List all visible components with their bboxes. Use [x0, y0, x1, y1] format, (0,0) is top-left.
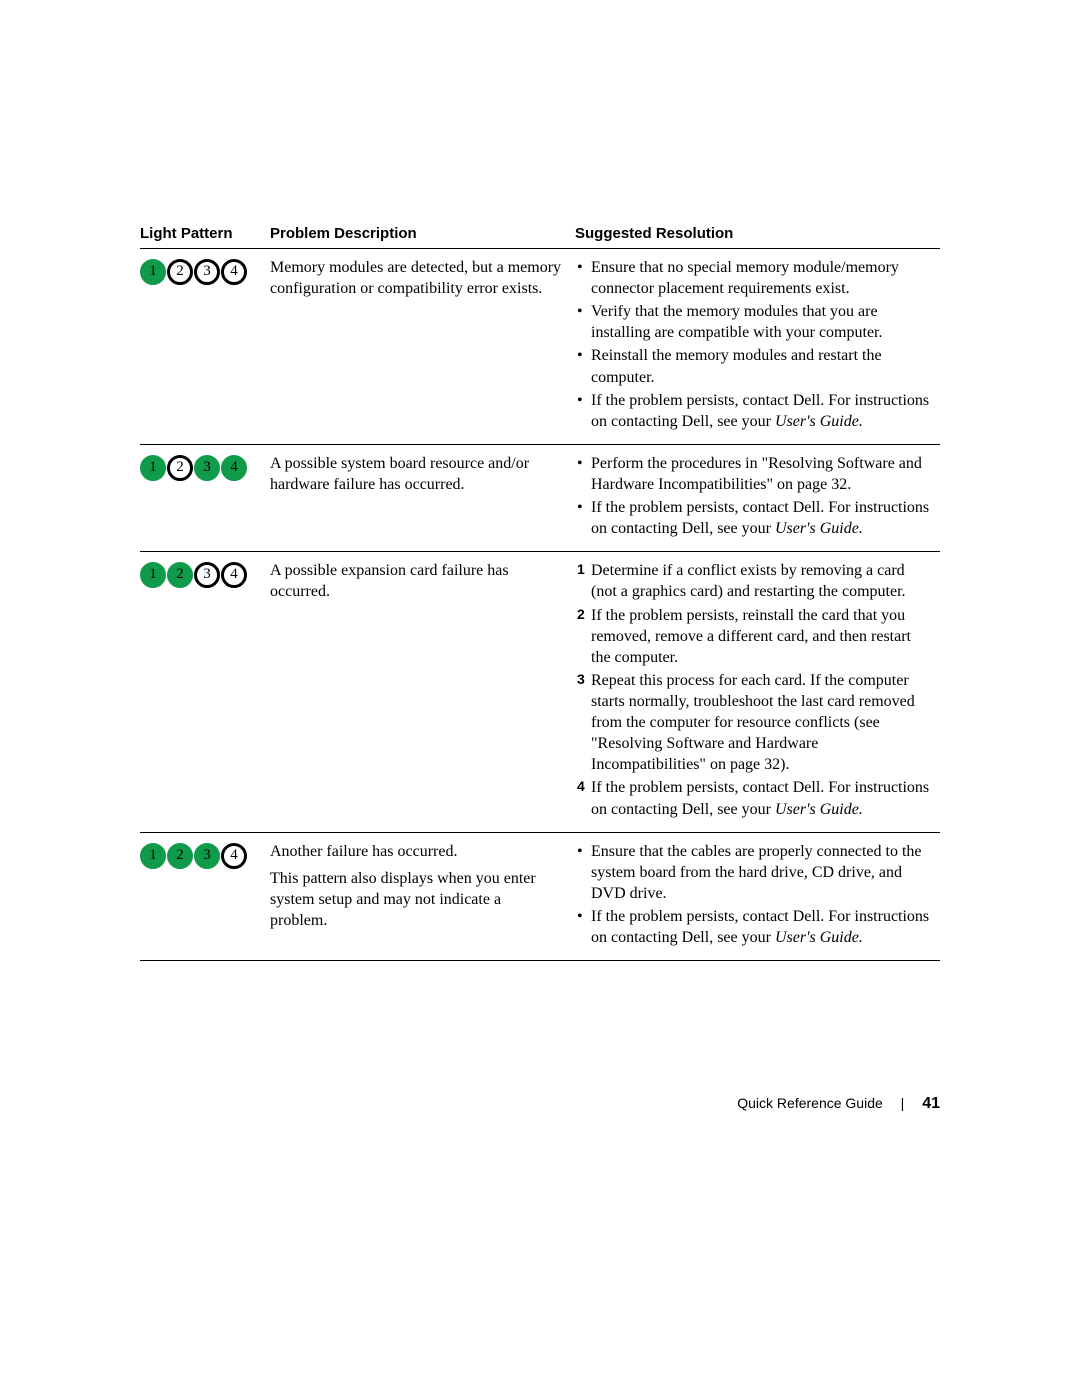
resolution-text: If the problem persists, contact Dell. F…: [591, 499, 929, 537]
header-problem: Problem Description: [270, 225, 575, 249]
light-pattern: 1234: [140, 843, 270, 869]
light-pattern-cell: 1234: [140, 444, 270, 551]
resolution-cell: Determine if a conflict exists by removi…: [575, 552, 940, 832]
resolution-italic: User's Guide.: [775, 801, 863, 818]
resolution-text: Ensure that the cables are properly conn…: [591, 843, 922, 902]
resolution-bullets: Ensure that the cables are properly conn…: [575, 841, 934, 949]
resolution-text: Reinstall the memory modules and restart…: [591, 347, 882, 385]
resolution-italic: User's Guide.: [775, 413, 863, 430]
resolution-item: Ensure that no special memory module/mem…: [575, 257, 934, 299]
resolution-text: Perform the procedures in "Resolving Sof…: [591, 455, 922, 493]
resolution-steps: Determine if a conflict exists by removi…: [575, 560, 934, 819]
resolution-text: If the problem persists, reinstall the c…: [591, 607, 911, 666]
light-pattern-cell: 1234: [140, 832, 270, 961]
resolution-item: Reinstall the memory modules and restart…: [575, 345, 934, 387]
light-pattern: 1234: [140, 562, 270, 588]
resolution-text: Ensure that no special memory module/mem…: [591, 259, 899, 297]
resolution-bullets: Ensure that no special memory module/mem…: [575, 257, 934, 432]
diagnostic-light-1: 1: [140, 259, 166, 285]
resolution-item: Perform the procedures in "Resolving Sof…: [575, 453, 934, 495]
diagnostic-light-4: 4: [221, 259, 247, 285]
page-footer: Quick Reference Guide | 41: [737, 1095, 940, 1113]
resolution-text: Determine if a conflict exists by removi…: [591, 562, 906, 600]
resolution-cell: Ensure that no special memory module/mem…: [575, 249, 940, 445]
table-row: 1234Memory modules are detected, but a m…: [140, 249, 940, 445]
resolution-cell: Ensure that the cables are properly conn…: [575, 832, 940, 961]
light-pattern-cell: 1234: [140, 552, 270, 832]
resolution-cell: Perform the procedures in "Resolving Sof…: [575, 444, 940, 551]
diagnostic-light-2: 2: [167, 455, 193, 481]
header-resolution: Suggested Resolution: [575, 225, 940, 249]
footer-title: Quick Reference Guide: [737, 1095, 883, 1111]
resolution-item: If the problem persists, contact Dell. F…: [575, 777, 934, 819]
problem-description-cell: A possible system board resource and/or …: [270, 444, 575, 551]
diagnostic-light-4: 4: [221, 455, 247, 481]
resolution-item: Ensure that the cables are properly conn…: [575, 841, 934, 904]
diagnostic-light-2: 2: [167, 843, 193, 869]
table-row: 1234A possible system board resource and…: [140, 444, 940, 551]
footer-separator: |: [901, 1095, 905, 1111]
problem-description-cell: A possible expansion card failure has oc…: [270, 552, 575, 832]
diagnostic-light-4: 4: [221, 562, 247, 588]
footer-page-number: 41: [922, 1095, 940, 1112]
resolution-italic: User's Guide.: [775, 929, 863, 946]
diagnostic-light-4: 4: [221, 843, 247, 869]
diagnostic-light-1: 1: [140, 562, 166, 588]
resolution-italic: User's Guide.: [775, 520, 863, 537]
resolution-item: Determine if a conflict exists by removi…: [575, 560, 934, 602]
diagnostic-light-1: 1: [140, 455, 166, 481]
diagnostic-light-2: 2: [167, 259, 193, 285]
table-row: 1234A possible expansion card failure ha…: [140, 552, 940, 832]
problem-text: A possible system board resource and/or …: [270, 453, 561, 495]
table-row: 1234Another failure has occurred.This pa…: [140, 832, 940, 961]
problem-text: Memory modules are detected, but a memor…: [270, 257, 561, 299]
problem-text: A possible expansion card failure has oc…: [270, 560, 561, 602]
diagnostic-light-3: 3: [194, 843, 220, 869]
resolution-item: If the problem persists, contact Dell. F…: [575, 390, 934, 432]
resolution-text: If the problem persists, contact Dell. F…: [591, 392, 929, 430]
problem-description-cell: Another failure has occurred. This patter…: [270, 832, 575, 961]
diagnostic-light-3: 3: [194, 455, 220, 481]
diagnostic-lights-table: Light Pattern Problem Description Sugges…: [140, 225, 940, 961]
resolution-text: If the problem persists, contact Dell. F…: [591, 908, 929, 946]
header-light-pattern: Light Pattern: [140, 225, 270, 249]
resolution-item: Repeat this process for each card. If th…: [575, 670, 934, 776]
diagnostic-light-3: 3: [194, 562, 220, 588]
resolution-item: If the problem persists, contact Dell. F…: [575, 497, 934, 539]
resolution-text: Repeat this process for each card. If th…: [591, 672, 915, 773]
resolution-item: Verify that the memory modules that you …: [575, 301, 934, 343]
diagnostic-light-1: 1: [140, 843, 166, 869]
resolution-text: If the problem persists, contact Dell. F…: [591, 779, 929, 817]
resolution-bullets: Perform the procedures in "Resolving Sof…: [575, 453, 934, 539]
resolution-item: If the problem persists, reinstall the c…: [575, 605, 934, 668]
light-pattern-cell: 1234: [140, 249, 270, 445]
problem-description-cell: Memory modules are detected, but a memor…: [270, 249, 575, 445]
resolution-item: If the problem persists, contact Dell. F…: [575, 906, 934, 948]
diagnostic-light-3: 3: [194, 259, 220, 285]
table-header-row: Light Pattern Problem Description Sugges…: [140, 225, 940, 249]
resolution-text: Verify that the memory modules that you …: [591, 303, 882, 341]
light-pattern: 1234: [140, 455, 270, 481]
light-pattern: 1234: [140, 259, 270, 285]
diagnostic-light-2: 2: [167, 562, 193, 588]
problem-text: Another failure has occurred.: [270, 841, 561, 862]
problem-text-secondary: This pattern also displays when you ente…: [270, 868, 561, 931]
